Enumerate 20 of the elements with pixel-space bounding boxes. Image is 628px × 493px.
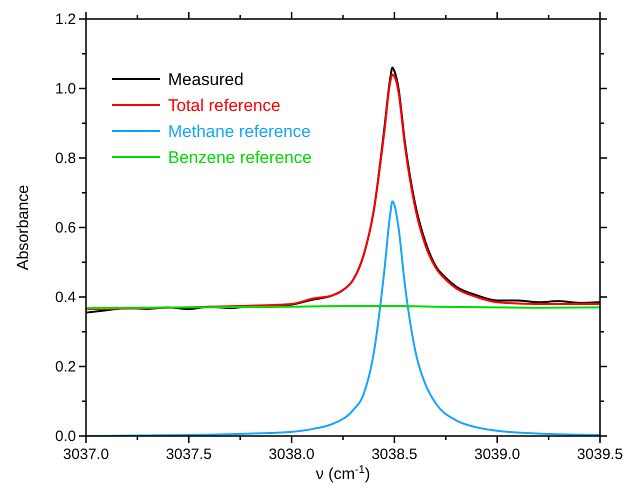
- x-tick-label: 3038.0: [268, 446, 315, 463]
- x-axis-title: ν (cm$^{-1}$): [316, 464, 370, 483]
- legend-label: Measured: [168, 70, 244, 89]
- y-axis-title: Absorbance: [15, 184, 32, 270]
- x-tick-label: 3037.5: [166, 446, 212, 463]
- y-tick-label: 0.6: [55, 220, 76, 236]
- y-tick-label: 0.0: [55, 428, 76, 445]
- y-tick-label: 1.0: [55, 80, 76, 98]
- line-series: [86, 200, 600, 436]
- legend-label: Methane reference: [168, 122, 311, 141]
- y-tick-label: 0.8: [55, 150, 76, 167]
- x-tick-label: 3039.5: [577, 446, 623, 463]
- x-tick-label: 3039.0: [474, 446, 520, 463]
- y-tick-label: 1.2: [55, 11, 76, 28]
- legend-label: Benzene reference: [168, 148, 312, 167]
- x-tick-label: 3037.0: [63, 446, 109, 463]
- legend-label: Total reference: [168, 96, 280, 115]
- y-tick-label: 0.2: [55, 358, 76, 376]
- x-tick-label: 3038.5: [371, 446, 418, 463]
- y-tick-label: 0.4: [55, 289, 76, 306]
